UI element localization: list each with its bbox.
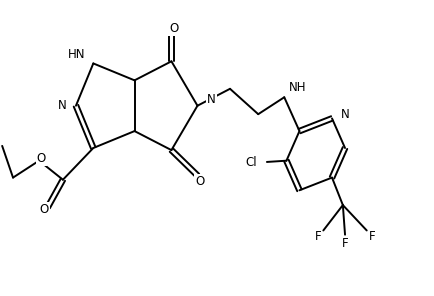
Text: F: F	[368, 230, 375, 243]
Text: N: N	[58, 99, 66, 112]
Text: F: F	[315, 230, 322, 243]
Text: Cl: Cl	[246, 156, 257, 169]
Text: O: O	[169, 22, 178, 35]
Text: O: O	[195, 175, 204, 188]
Text: NH: NH	[289, 81, 306, 94]
Text: O: O	[39, 203, 49, 216]
Text: O: O	[36, 152, 46, 165]
Text: HN: HN	[68, 48, 85, 61]
Text: N: N	[341, 108, 349, 121]
Text: N: N	[207, 93, 216, 106]
Text: F: F	[342, 237, 349, 250]
